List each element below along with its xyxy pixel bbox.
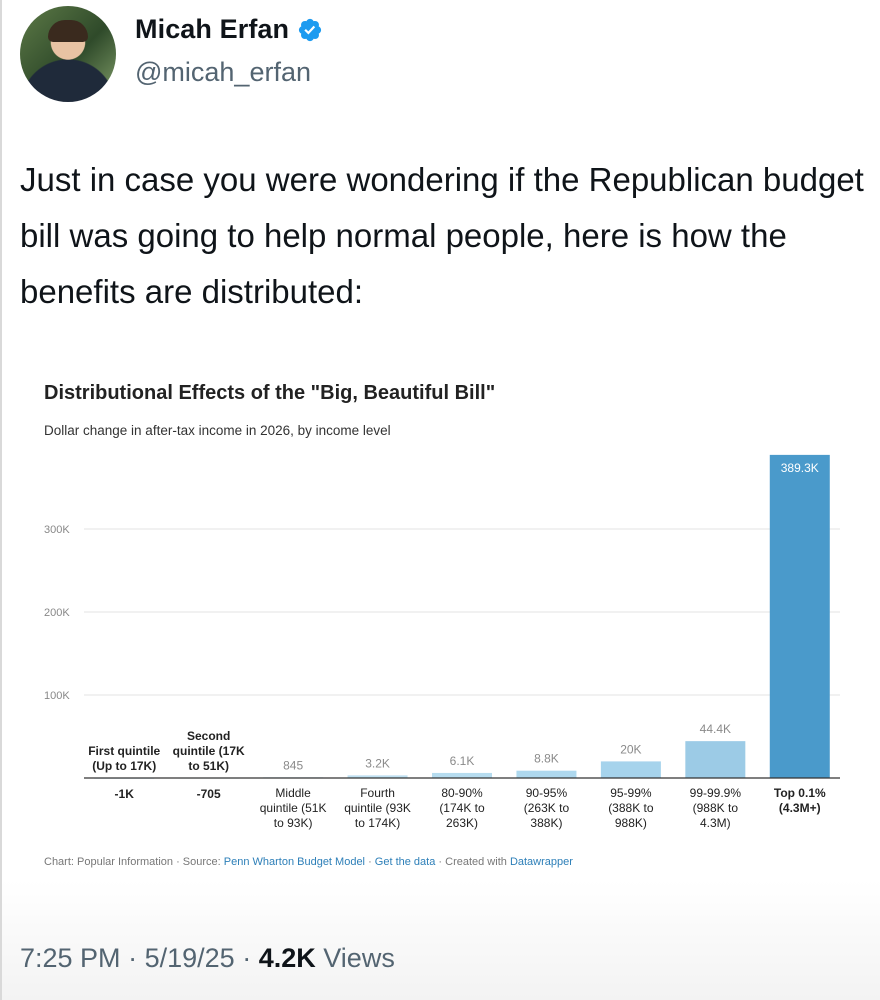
category-label: 99-99.9% bbox=[690, 786, 742, 800]
bar-value-label: -1K bbox=[115, 787, 135, 801]
avatar-hair bbox=[48, 20, 88, 42]
bar bbox=[432, 772, 492, 778]
y-tick-label: 200K bbox=[44, 607, 70, 619]
meta-separator: · bbox=[128, 943, 138, 973]
bar-value-label: -705 bbox=[197, 787, 221, 801]
bar-value-label: 20K bbox=[620, 742, 641, 756]
bar-value-label: 8.8K bbox=[534, 752, 559, 766]
source-link[interactable]: Penn Wharton Budget Model bbox=[223, 856, 366, 868]
background-fade bbox=[0, 880, 880, 1000]
bar bbox=[600, 761, 661, 778]
category-label: (4.3M+) bbox=[779, 801, 821, 815]
author-name-row[interactable]: Micah Erfan bbox=[135, 14, 323, 45]
tweet-text: Just in case you were wondering if the R… bbox=[20, 161, 864, 310]
footer-sep-created: · Created with bbox=[435, 856, 510, 868]
bar-value-label: 3.2K bbox=[365, 756, 390, 770]
bar-value-label: 6.1K bbox=[450, 754, 475, 768]
category-label: quintile (51K bbox=[260, 801, 327, 815]
category-label: First quintile bbox=[88, 744, 160, 758]
category-label: (263K to bbox=[524, 801, 570, 815]
footer-sep: · bbox=[365, 856, 375, 868]
chart-footer: Chart: Popular Information · Source: Pen… bbox=[44, 856, 573, 868]
category-label: Fourth bbox=[360, 786, 395, 800]
bar-value-label: 845 bbox=[283, 758, 303, 772]
category-label: (988K to bbox=[693, 801, 739, 815]
bar bbox=[685, 741, 746, 778]
category-label: Second bbox=[187, 729, 230, 743]
category-label: 80-90% bbox=[441, 786, 483, 800]
datawrapper-link[interactable]: Datawrapper bbox=[509, 856, 573, 868]
category-label: 95-99% bbox=[610, 786, 652, 800]
category-label: Middle bbox=[275, 786, 311, 800]
category-label: to 93K) bbox=[274, 816, 313, 830]
tweet-meta: 7:25 PM · 5/19/25 · 4.2K Views bbox=[20, 943, 395, 974]
category-label: 90-95% bbox=[526, 786, 568, 800]
category-label: to 174K) bbox=[355, 816, 400, 830]
bar bbox=[347, 775, 408, 778]
views-label: Views bbox=[323, 943, 395, 973]
bar-chart: 100K 200K 300K -1K First quintile(Up to 17K)… bbox=[44, 454, 840, 830]
tweet-time[interactable]: 7:25 PM bbox=[20, 943, 121, 973]
bar bbox=[769, 454, 830, 778]
chart-title: Distributional Effects of the "Big, Beau… bbox=[44, 382, 496, 404]
category-label: 263K) bbox=[446, 816, 478, 830]
category-label: 388K) bbox=[530, 816, 562, 830]
chart-subtitle: Dollar change in after-tax income in 202… bbox=[44, 423, 391, 438]
bar bbox=[516, 770, 577, 778]
footer-prefix: Chart: Popular Information · Source: bbox=[44, 856, 224, 868]
y-tick-label: 100K bbox=[44, 690, 70, 702]
tweet-date[interactable]: 5/19/25 bbox=[144, 943, 235, 973]
handle[interactable]: @micah_erfan bbox=[135, 57, 311, 87]
display-name[interactable]: Micah Erfan bbox=[135, 14, 290, 44]
bar-value-label: 389.3K bbox=[781, 461, 819, 475]
category-label: (388K to bbox=[608, 801, 654, 815]
bar-value-label: 44.4K bbox=[700, 722, 731, 736]
category-label: Top 0.1% bbox=[774, 786, 826, 800]
frame-edge bbox=[0, 0, 2, 1000]
category-label: quintile (93K bbox=[344, 801, 411, 815]
category-label: (174K to bbox=[439, 801, 485, 815]
category-label: 4.3M) bbox=[700, 816, 731, 830]
avatar[interactable] bbox=[20, 6, 116, 102]
category-label: (Up to 17K) bbox=[92, 759, 156, 773]
chart-image[interactable]: Distributional Effects of the "Big, Beau… bbox=[20, 365, 855, 875]
category-label: quintile (17K bbox=[173, 744, 245, 758]
meta-separator: · bbox=[242, 943, 252, 973]
views-count: 4.2K bbox=[258, 943, 316, 973]
get-data-link[interactable]: Get the data bbox=[374, 856, 436, 868]
verified-badge-icon bbox=[299, 18, 322, 41]
category-label: to 51K) bbox=[188, 759, 229, 773]
category-label: 988K) bbox=[615, 816, 647, 830]
y-tick-label: 300K bbox=[44, 524, 70, 536]
